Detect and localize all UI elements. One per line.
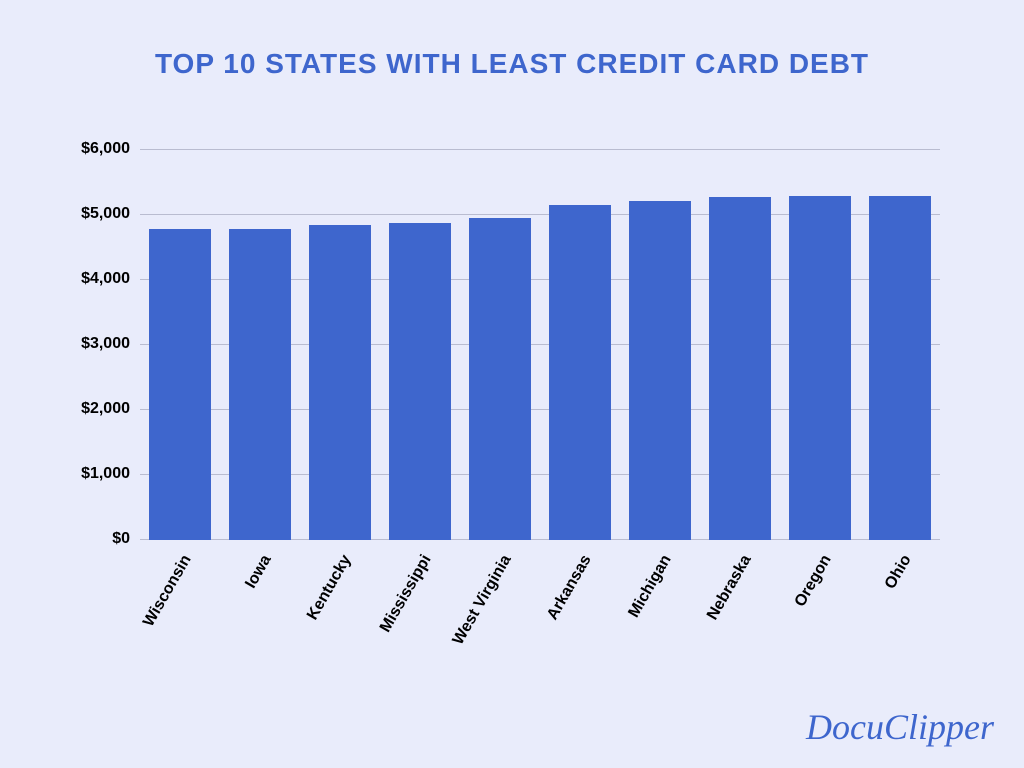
bar xyxy=(309,225,371,540)
bar-slot: West Virginia xyxy=(460,150,540,540)
bar xyxy=(149,229,211,540)
y-axis-label: $4,000 xyxy=(81,270,130,288)
bar xyxy=(549,205,611,540)
bar xyxy=(629,201,691,540)
bar-slot: Michigan xyxy=(620,150,700,540)
bar xyxy=(389,223,451,540)
bar xyxy=(789,196,851,540)
x-axis-label: Kentucky xyxy=(304,552,356,623)
bar-slot: Kentucky xyxy=(300,150,380,540)
bar xyxy=(469,218,531,540)
bar-slot: Mississippi xyxy=(380,150,460,540)
bar-slot: Wisconsin xyxy=(140,150,220,540)
bars-container: WisconsinIowaKentuckyMississippiWest Vir… xyxy=(140,150,940,540)
y-axis-label: $2,000 xyxy=(81,400,130,418)
y-axis-label: $3,000 xyxy=(81,335,130,353)
y-axis-label: $0 xyxy=(112,530,130,548)
bar-slot: Oregon xyxy=(780,150,860,540)
y-axis-label: $1,000 xyxy=(81,465,130,483)
bar-slot: Arkansas xyxy=(540,150,620,540)
plot-area: $0$1,000$2,000$3,000$4,000$5,000$6,000 W… xyxy=(140,150,940,540)
x-axis-label: Ohio xyxy=(882,552,916,593)
y-axis-label: $6,000 xyxy=(81,140,130,158)
bar-slot: Iowa xyxy=(220,150,300,540)
x-axis-label: Iowa xyxy=(242,552,275,592)
bar-slot: Ohio xyxy=(860,150,940,540)
chart-title: TOP 10 STATES WITH LEAST CREDIT CARD DEB… xyxy=(0,48,1024,80)
brand-logo: DocuClipper xyxy=(806,706,994,748)
x-axis-label: Wisconsin xyxy=(140,552,196,630)
bar xyxy=(869,196,931,541)
x-axis-label: Michigan xyxy=(625,552,675,621)
chart-canvas: TOP 10 STATES WITH LEAST CREDIT CARD DEB… xyxy=(0,0,1024,768)
x-axis-label: West Virginia xyxy=(450,552,516,648)
x-axis-label: Mississippi xyxy=(377,552,436,636)
bar xyxy=(709,197,771,540)
bar-slot: Nebraska xyxy=(700,150,780,540)
x-axis-label: Arkansas xyxy=(544,552,596,623)
y-axis-label: $5,000 xyxy=(81,205,130,223)
bar xyxy=(229,229,291,540)
x-axis-label: Nebraska xyxy=(704,552,756,623)
x-axis-label: Oregon xyxy=(792,552,836,610)
